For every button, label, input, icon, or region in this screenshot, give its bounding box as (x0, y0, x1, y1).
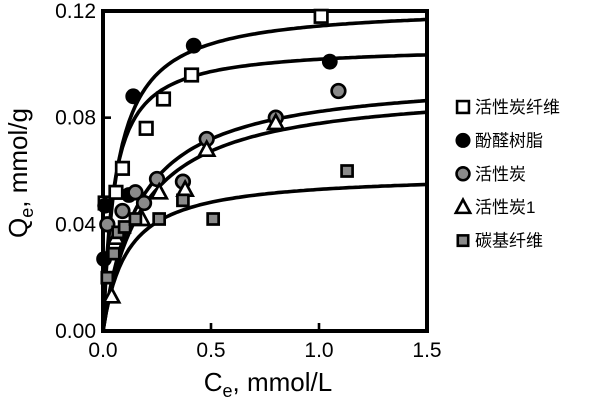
filled-circle-marker (321, 53, 338, 70)
filled-circle-marker (455, 132, 471, 148)
fit-curve (101, 110, 429, 333)
gray-square-marker (340, 164, 354, 178)
gray-square-marker (100, 270, 115, 285)
fit-curve (101, 17, 429, 333)
x-tick-label: 0.0 (88, 339, 117, 362)
gray-circle-marker (135, 194, 153, 212)
open-square-marker (155, 91, 172, 107)
y-tick-label: 0.00 (55, 320, 96, 343)
legend-item: 活性炭1 (453, 196, 535, 217)
open-square-marker (183, 67, 200, 83)
legend-item: 活性炭 (455, 165, 526, 184)
open-square-marker (108, 184, 124, 200)
legend-label: 碳基纤维 (475, 232, 543, 251)
gray-square-marker (176, 193, 190, 208)
open-square-marker (455, 99, 471, 115)
open-triangle-marker (196, 138, 217, 158)
filled-circle-marker (185, 37, 202, 54)
gray-square-marker (106, 246, 121, 261)
legend-item: 碳基纤维 (456, 232, 543, 251)
gray-circle-marker (99, 216, 116, 233)
fit-curve (101, 182, 429, 333)
x-tick-label: 1.5 (412, 339, 441, 362)
gray-circle-marker (148, 170, 166, 188)
series-filled-circle (96, 37, 338, 267)
legend-label: 活性炭1 (475, 198, 535, 217)
filled-circle-marker (97, 197, 114, 214)
y-axis-title-sub: e (17, 208, 37, 218)
filled-circle-marker (125, 88, 142, 105)
open-triangle-marker (265, 112, 286, 131)
open-square-marker (313, 8, 329, 24)
x-axis-title-main: C (204, 367, 223, 397)
plot-frame (101, 9, 429, 333)
legend-item: 活性炭纤维 (455, 98, 560, 117)
x-tick-label: 1.0 (304, 339, 333, 362)
y-axis-title-main: Q (3, 218, 33, 238)
gray-circle-marker (455, 166, 471, 182)
y-axis-title: Qe, mmol/g (3, 108, 37, 238)
series-gray-square (100, 164, 354, 285)
data-points (96, 8, 354, 304)
gray-circle-marker (114, 202, 131, 220)
gray-square-marker (152, 212, 167, 226)
tick-marks (101, 9, 429, 333)
legend-item: 酚醛树脂 (455, 131, 543, 150)
y-tick-labels: 0.00 0.04 0.08 0.12 (55, 0, 96, 343)
x-axis-title-rest: , mmol/L (233, 367, 333, 397)
y-tick-label: 0.12 (55, 0, 96, 23)
gray-square-marker (128, 212, 143, 226)
open-triangle-marker (149, 181, 170, 200)
open-square-marker (138, 120, 154, 136)
gray-circle-marker (330, 82, 347, 100)
legend-label: 活性炭 (475, 165, 526, 184)
y-axis-title-rest: , mmol/g (3, 108, 33, 208)
open-square-marker (114, 160, 131, 176)
y-tick-label: 0.08 (55, 107, 96, 130)
x-axis-title: Ce, mmol/L (204, 367, 332, 401)
legend-label: 酚醛树脂 (475, 131, 543, 150)
x-tick-label: 0.5 (196, 339, 225, 362)
legend-label: 活性炭纤维 (475, 98, 560, 117)
series-open-triangle (101, 112, 286, 304)
gray-square-marker (117, 220, 132, 234)
x-tick-labels: 0.0 0.5 1.0 1.5 (88, 339, 441, 362)
open-triangle-marker (453, 196, 473, 215)
x-axis-title-sub: e (223, 381, 233, 401)
gray-square-marker (206, 212, 221, 226)
gray-square-marker (456, 234, 470, 248)
gray-circle-marker (127, 184, 144, 201)
y-tick-label: 0.04 (55, 213, 96, 236)
open-triangle-marker (101, 285, 122, 304)
